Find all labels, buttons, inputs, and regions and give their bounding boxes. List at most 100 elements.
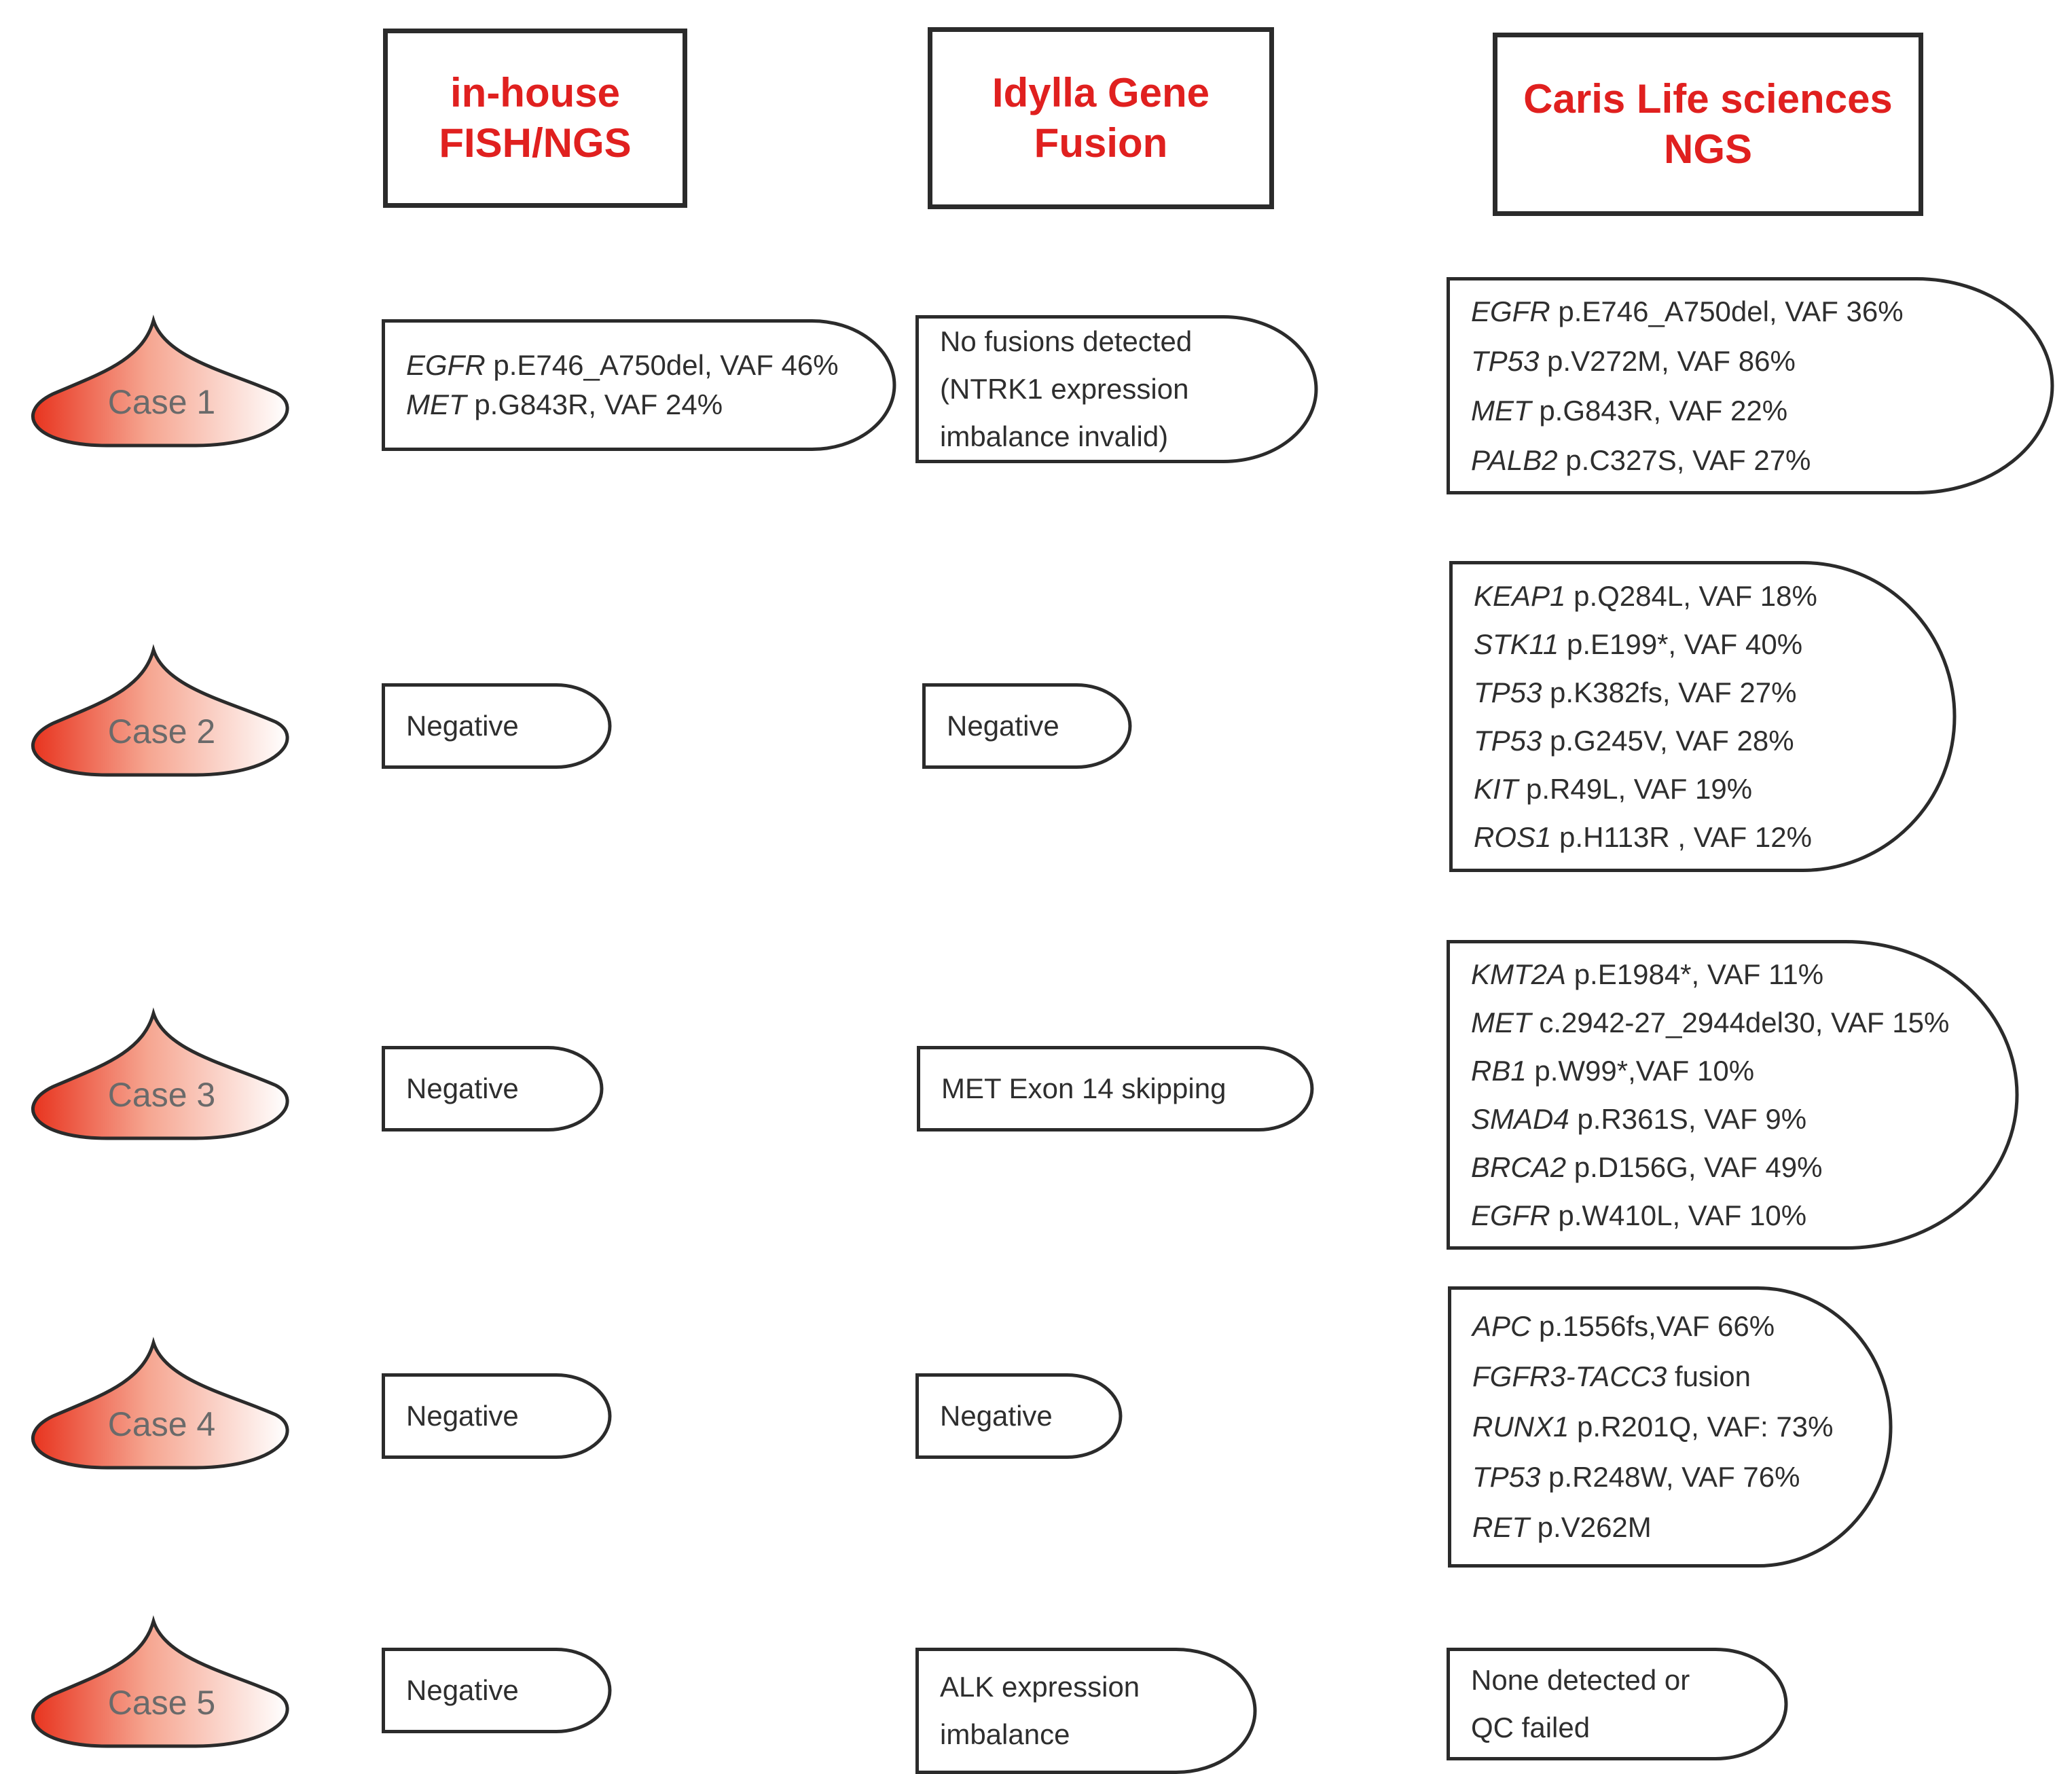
- gene-name: BRCA2: [1471, 1151, 1567, 1183]
- variant-detail: p.E1984*, VAF 11%: [1566, 958, 1824, 990]
- variant-detail: No fusions detected: [940, 325, 1193, 357]
- variant-detail: p.V272M, VAF 86%: [1539, 345, 1796, 377]
- gene-name: TP53: [1472, 1461, 1541, 1493]
- header-inhouse-line2: FISH/NGS: [439, 120, 632, 166]
- result-line: imbalance: [940, 1711, 1214, 1758]
- result-line: KEAP1 p.Q284L, VAF 18%: [1474, 572, 1914, 620]
- case-5-teardrop: [31, 1615, 289, 1748]
- result-line: MET p.G843R, VAF 24%: [406, 385, 854, 424]
- variant-detail: None detected or: [1471, 1664, 1690, 1696]
- result-line: PALB2 p.C327S, VAF 27%: [1471, 435, 2012, 485]
- gene-name: TP53: [1474, 725, 1542, 757]
- variant-detail: p.G843R, VAF 24%: [466, 388, 723, 420]
- gene-name: EGFR: [1471, 1199, 1550, 1231]
- gene-name: MET: [406, 388, 467, 420]
- variant-detail: p.K382fs, VAF 27%: [1542, 676, 1797, 708]
- result-text: Negative: [406, 1046, 561, 1132]
- header-idylla-line1: Idylla Gene: [992, 70, 1210, 115]
- case-2-idylla-result: Negative: [922, 683, 1132, 769]
- result-text: Negative: [947, 683, 1089, 769]
- variant-detail: p.R361S, VAF 9%: [1569, 1103, 1807, 1135]
- result-line: FGFR3-TACC3 fusion: [1472, 1352, 1850, 1402]
- variant-detail: Negative: [406, 1400, 519, 1432]
- gene-name: TP53: [1471, 345, 1540, 377]
- result-line: imbalance invalid): [940, 413, 1275, 460]
- case-3-idylla-result: MET Exon 14 skipping: [917, 1046, 1314, 1132]
- result-box-outline: [1448, 1286, 1893, 1568]
- result-line: KIT p.R49L, VAF 19%: [1474, 765, 1914, 813]
- case-1-inhouse-result: EGFR p.E746_A750del, VAF 46% MET p.G843R,…: [382, 319, 896, 451]
- gene-name: TP53: [1474, 676, 1542, 708]
- variant-detail: p.H113R , VAF 12%: [1551, 821, 1812, 853]
- result-line: ROS1 p.H113R , VAF 12%: [1474, 813, 1914, 861]
- result-line: MET p.G843R, VAF 22%: [1471, 386, 2012, 435]
- result-box-outline: [1447, 277, 2054, 494]
- result-line: No fusions detected: [940, 318, 1275, 365]
- gene-name: MET: [1471, 395, 1531, 427]
- case-1-caris-result: EGFR p.E746_A750del, VAF 36% TP53 p.V272M…: [1447, 277, 2054, 494]
- result-text: None detected or QC failed: [1471, 1648, 1745, 1760]
- gene-name: EGFR: [406, 349, 486, 381]
- case-1-idylla-result: No fusions detected (NTRK1 expression imb…: [915, 315, 1318, 463]
- result-line: TP53 p.V272M, VAF 86%: [1471, 336, 2012, 386]
- case-label: Case 4: [107, 1405, 216, 1443]
- case-3-teardrop: [31, 1007, 289, 1140]
- result-box-outline: [915, 1373, 1123, 1459]
- variant-detail: p.W410L, VAF 10%: [1550, 1199, 1807, 1231]
- result-line: TP53 p.K382fs, VAF 27%: [1474, 668, 1914, 717]
- result-text: MET Exon 14 skipping: [941, 1046, 1271, 1132]
- header-caris-line2: NGS: [1663, 126, 1753, 172]
- result-line: Negative: [406, 1069, 561, 1108]
- result-line: EGFR p.E746_A750del, VAF 36%: [1471, 287, 2012, 336]
- case-5-shape: Case 5: [26, 1615, 297, 1749]
- result-text: Negative: [406, 1648, 569, 1733]
- result-line: Negative: [406, 1396, 569, 1436]
- result-box-outline: [382, 1046, 604, 1132]
- case-4-caris-result: APC p.1556fs,VAF 66% FGFR3-TACC3 fusion RU…: [1448, 1286, 1893, 1568]
- case-5-idylla-result: ALK expression imbalance: [915, 1648, 1257, 1774]
- variant-detail: Negative: [406, 710, 519, 742]
- result-line: RUNX1 p.R201Q, VAF: 73%: [1472, 1402, 1850, 1452]
- variant-detail: Negative: [940, 1400, 1053, 1432]
- result-line: Negative: [406, 706, 569, 746]
- result-box-outline: [915, 1648, 1257, 1774]
- header-idylla: Idylla Gene Fusion: [928, 27, 1274, 209]
- case-label: Case 1: [107, 383, 216, 421]
- case-4-teardrop: [31, 1337, 289, 1470]
- result-line: MET c.2942-27_2944del30, VAF 15%: [1471, 998, 1976, 1047]
- result-text: EGFR p.E746_A750del, VAF 36% TP53 p.V272M…: [1471, 277, 2012, 494]
- result-box-outline: [1447, 1648, 1788, 1760]
- variant-detail: p.C327S, VAF 27%: [1557, 444, 1811, 476]
- case-2-shape: Case 2: [26, 644, 297, 778]
- result-text: KMT2A p.E1984*, VAF 11% MET c.2942-27_294…: [1471, 940, 1976, 1250]
- variant-detail: p.E746_A750del, VAF 46%: [485, 349, 839, 381]
- result-line: QC failed: [1471, 1704, 1745, 1752]
- result-box-outline: [922, 683, 1132, 769]
- variant-detail: p.1556fs,VAF 66%: [1531, 1310, 1775, 1342]
- result-line: SMAD4 p.R361S, VAF 9%: [1471, 1095, 1976, 1143]
- case-3-caris-result: KMT2A p.E1984*, VAF 11% MET c.2942-27_294…: [1447, 940, 2019, 1250]
- result-line: BRCA2 p.D156G, VAF 49%: [1471, 1143, 1976, 1191]
- variant-detail: p.R201Q, VAF: 73%: [1569, 1411, 1834, 1443]
- result-text: EGFR p.E746_A750del, VAF 46% MET p.G843R,…: [406, 319, 854, 451]
- variant-detail: p.W99*,VAF 10%: [1526, 1055, 1755, 1087]
- result-line: TP53 p.G245V, VAF 28%: [1474, 717, 1914, 765]
- variant-detail: MET Exon 14 skipping: [941, 1072, 1226, 1104]
- gene-name: STK11: [1474, 628, 1559, 660]
- result-line: APC p.1556fs,VAF 66%: [1472, 1301, 1850, 1352]
- gene-name: RET: [1472, 1511, 1529, 1543]
- header-idylla-line2: Fusion: [1034, 120, 1168, 166]
- result-line: EGFR p.W410L, VAF 10%: [1471, 1191, 1976, 1239]
- variant-detail: fusion: [1667, 1360, 1751, 1392]
- result-line: ALK expression: [940, 1663, 1214, 1711]
- result-text: Negative: [940, 1373, 1080, 1459]
- gene-name: SMAD4: [1471, 1103, 1569, 1135]
- case-label: Case 3: [107, 1076, 216, 1114]
- case-5-inhouse-result: Negative: [382, 1648, 612, 1733]
- case-2-teardrop: [31, 644, 289, 777]
- result-box-outline: [382, 1648, 612, 1733]
- case-4-idylla-result: Negative: [915, 1373, 1123, 1459]
- gene-name: RB1: [1471, 1055, 1527, 1087]
- gene-name: KIT: [1474, 773, 1519, 805]
- case-label: Case 5: [107, 1684, 216, 1722]
